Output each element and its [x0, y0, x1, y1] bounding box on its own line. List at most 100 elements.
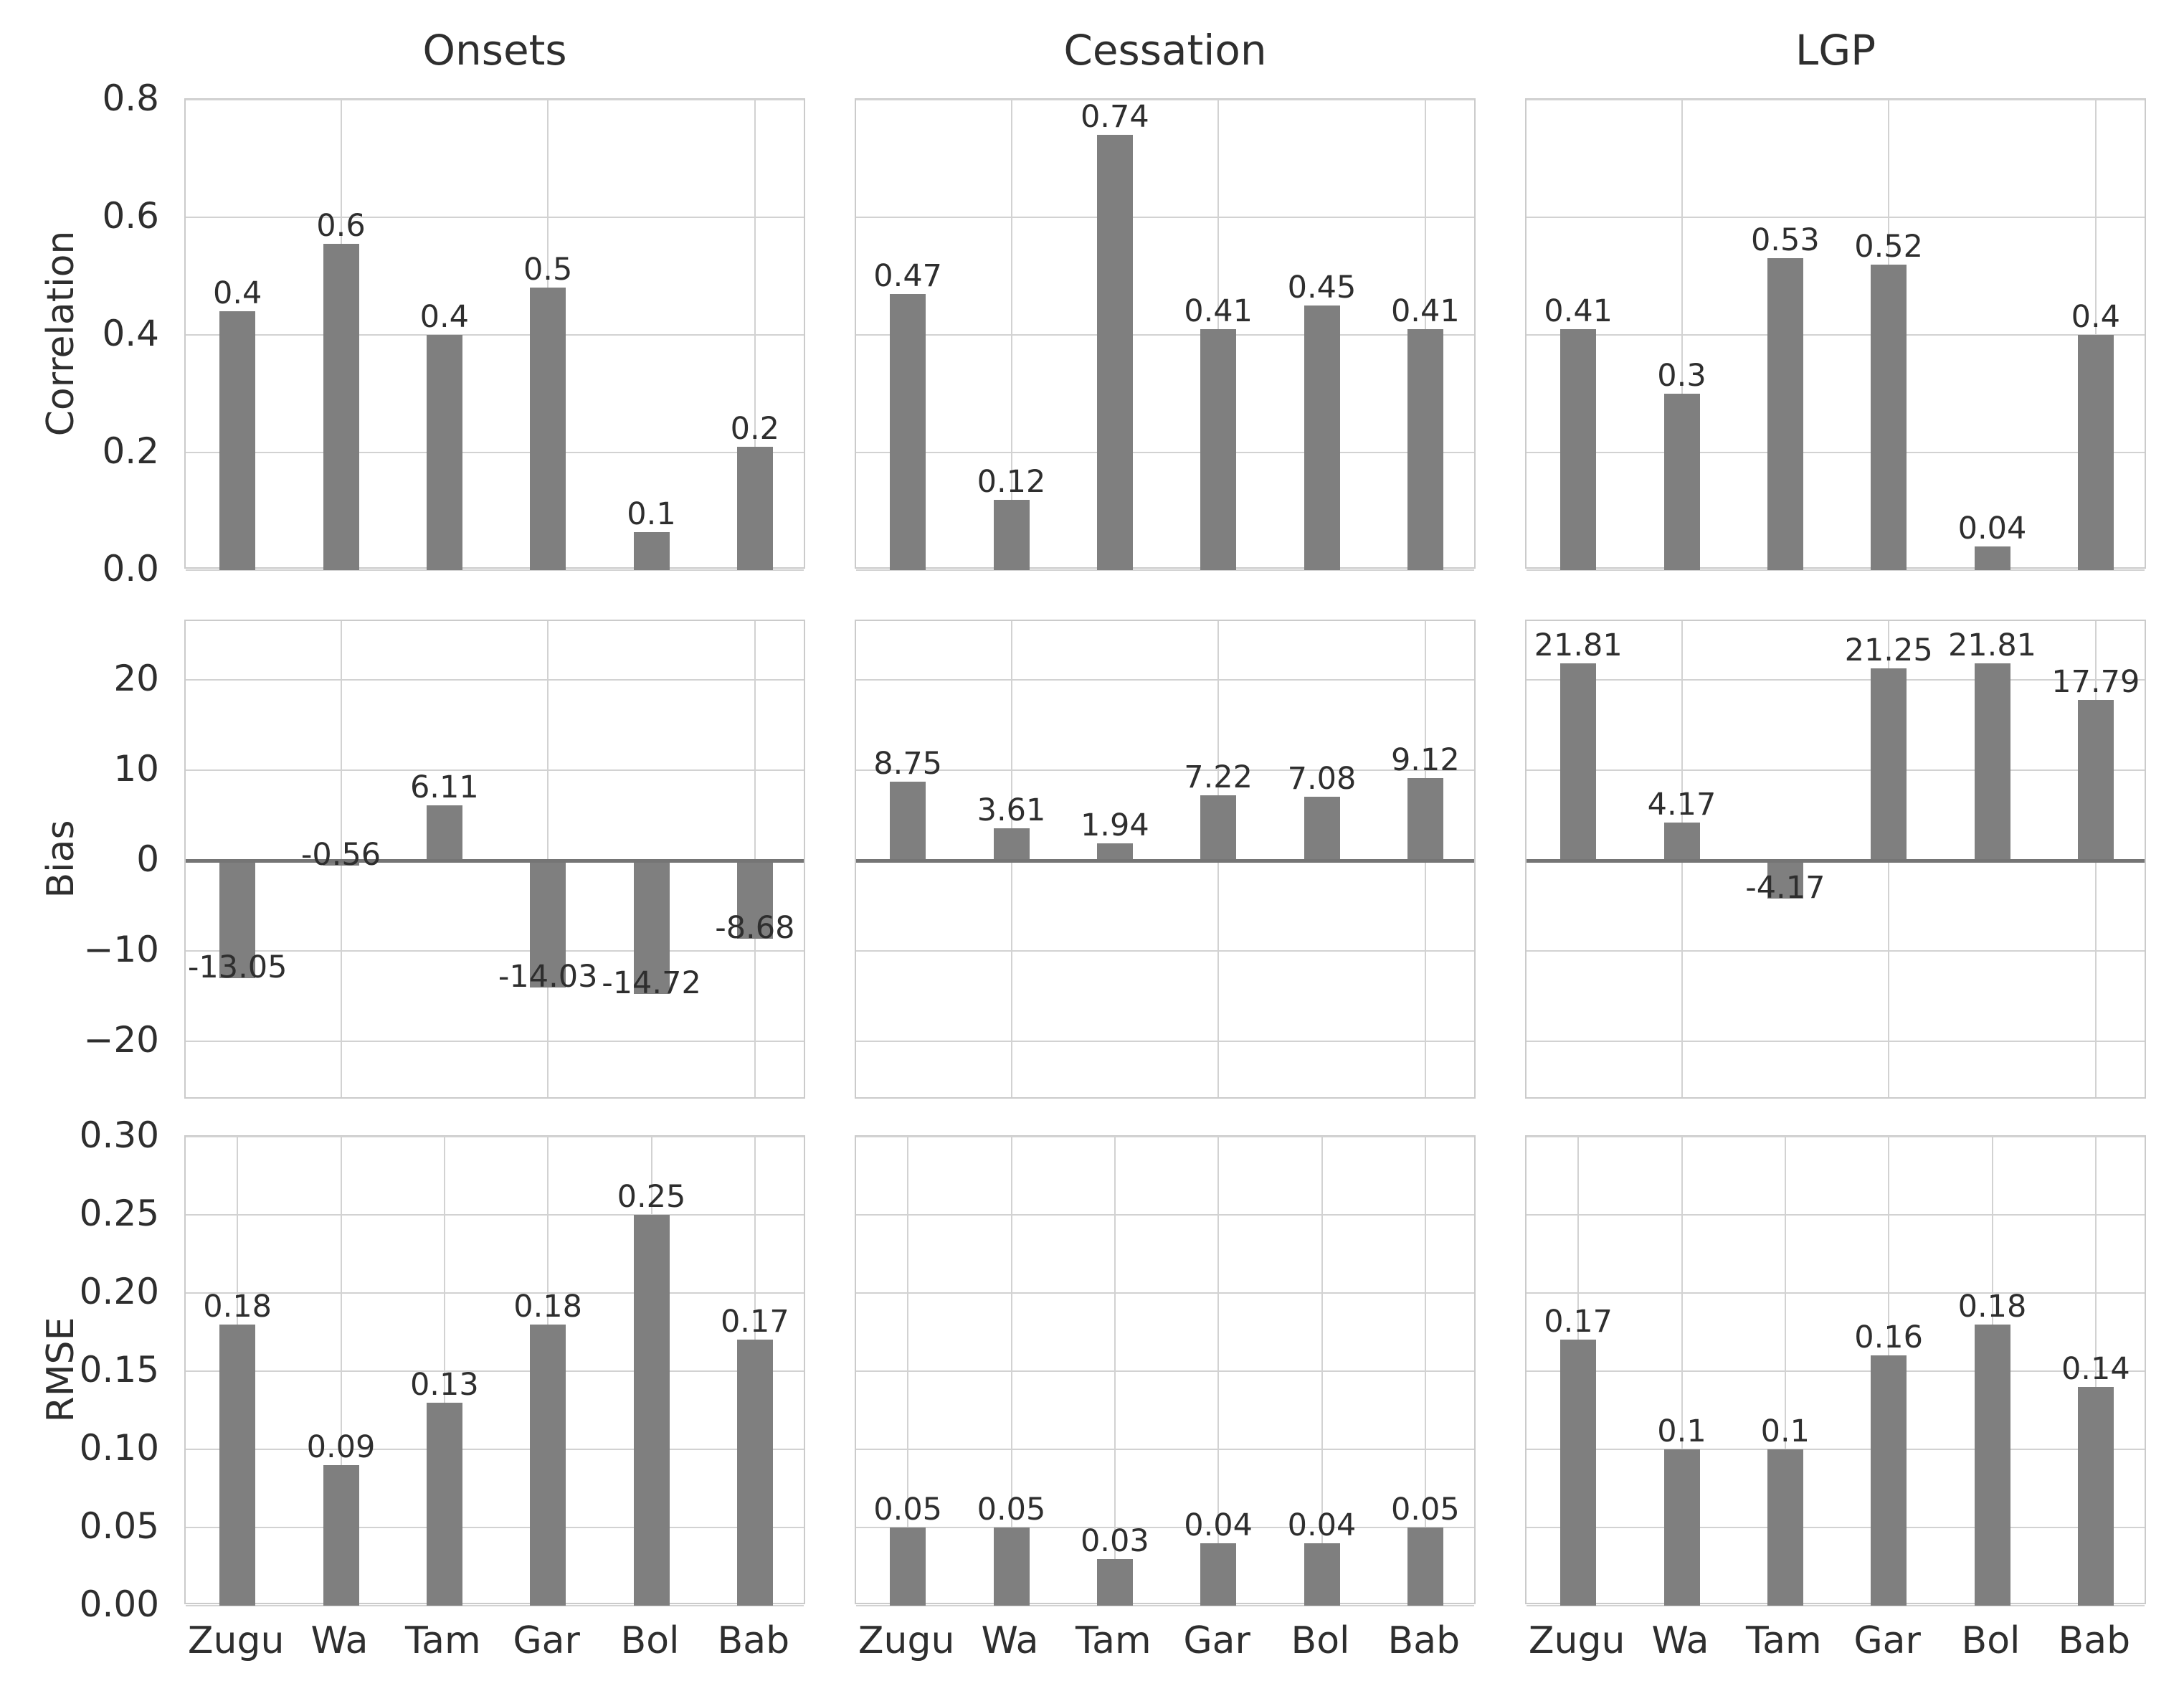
horizontal-gridline	[186, 1041, 804, 1043]
horizontal-gridline	[856, 1449, 1474, 1450]
bar-value-label: -14.03	[498, 958, 598, 995]
bar-wa	[1663, 823, 1700, 861]
bar-zugu	[890, 293, 926, 570]
bar-value-label: 0.47	[873, 257, 943, 294]
bar-gar	[1871, 1355, 1907, 1606]
bar-value-label: 0.41	[1390, 293, 1460, 329]
vertical-gridline	[1010, 100, 1012, 567]
bar-bol	[633, 861, 670, 994]
x-tick-label-wa: Wa	[981, 1619, 1039, 1662]
bar-value-label: 0.04	[1957, 511, 2027, 547]
horizontal-gridline	[856, 1292, 1474, 1294]
horizontal-gridline	[1527, 1136, 2145, 1137]
bar-value-label: 0.14	[2061, 1350, 2130, 1387]
bar-zugu	[1560, 663, 1597, 861]
bar-gar	[1200, 1543, 1237, 1606]
bar-value-label: 0.4	[419, 299, 470, 335]
x-tick-label-bol: Bol	[1961, 1619, 2021, 1662]
horizontal-gridline	[186, 569, 804, 571]
bar-wa	[1663, 394, 1700, 570]
bar-value-label: 0.12	[977, 463, 1046, 500]
bar-value-label: 0.05	[873, 1492, 943, 1527]
zero-axis-line	[856, 859, 1474, 863]
bar-tam	[1096, 1558, 1133, 1606]
vertical-gridline	[340, 1137, 342, 1603]
vertical-gridline	[754, 100, 756, 567]
horizontal-gridline	[186, 769, 804, 771]
vertical-gridline	[2094, 1137, 2097, 1603]
horizontal-gridline	[1527, 1214, 2145, 1216]
bar-value-label: 21.81	[1947, 627, 2037, 664]
horizontal-gridline	[186, 334, 804, 336]
horizontal-gridline	[1527, 569, 2145, 571]
vertical-gridline	[1010, 1137, 1012, 1603]
bar-bol	[1974, 1324, 2010, 1606]
bar-gar	[1871, 668, 1907, 861]
bar-gar	[1200, 795, 1237, 861]
bar-value-label: 0.05	[1390, 1492, 1460, 1527]
bar-tam	[1096, 135, 1133, 570]
bar-value-label: 7.08	[1287, 760, 1357, 797]
horizontal-gridline	[1527, 1370, 2145, 1372]
vertical-gridline	[907, 1137, 909, 1603]
bar-gar	[1871, 264, 1907, 570]
bar-bol	[1304, 796, 1340, 861]
bar-bol	[633, 531, 670, 570]
panel-rmse-onsets: 0.18 0.09 0.13 0.18 0.25 0.17	[184, 1135, 805, 1606]
x-tick-label-tam: Tam	[1075, 1619, 1152, 1662]
vertical-gridline	[1217, 1137, 1220, 1603]
bar-value-label: 0.1	[1760, 1413, 1810, 1449]
bar-value-label: 0.74	[1080, 99, 1149, 136]
horizontal-gridline	[1527, 1449, 2145, 1450]
bar-value-label: -4.17	[1745, 869, 1825, 906]
y-tick-label: 0.8	[102, 77, 159, 119]
bar-value-label: 0.18	[1957, 1288, 2027, 1325]
panel-correlation-cessation: 0.47 0.12 0.74 0.41 0.45 0.41	[855, 98, 1476, 571]
horizontal-gridline	[1527, 1527, 2145, 1528]
bar-value-label: 0.05	[977, 1492, 1046, 1527]
bar-value-label: 0.18	[513, 1288, 583, 1325]
horizontal-gridline	[856, 1370, 1474, 1372]
horizontal-gridline	[186, 1214, 804, 1216]
column-title-cessation: Cessation	[1063, 26, 1267, 75]
horizontal-gridline	[186, 1136, 804, 1137]
zero-axis-line	[186, 859, 804, 863]
x-tick-label-bol: Bol	[620, 1619, 680, 1662]
bar-tam	[426, 1402, 462, 1606]
bar-wa	[993, 828, 1030, 861]
bar-value-label: -8.68	[715, 910, 795, 947]
panel-rmse-lgp: 0.17 0.1 0.1 0.16 0.18 0.14	[1525, 1135, 2146, 1606]
bar-value-label: 9.12	[1390, 742, 1460, 779]
bar-value-label: 0.41	[1544, 293, 1613, 329]
bar-value-label: 0.17	[720, 1304, 789, 1340]
panel-bias-lgp: 21.81 4.17 -4.17 21.25 21.81 17.79	[1525, 620, 2146, 1099]
x-tick-label-tam: Tam	[404, 1619, 481, 1662]
y-tick-label: 0.2	[102, 430, 159, 472]
horizontal-gridline	[186, 1370, 804, 1372]
vertical-gridline	[443, 1137, 445, 1603]
bar-bab	[2077, 335, 2114, 570]
panel-bias-onsets: -13.05 -0.56 6.11 -14.03 -14.72 -8.68	[184, 620, 805, 1099]
bar-value-label: 0.03	[1080, 1522, 1149, 1559]
bar-value-label: 8.75	[873, 745, 943, 782]
y-tick-label: 10	[113, 747, 159, 790]
bar-value-label: 0.09	[306, 1429, 376, 1465]
vertical-gridline	[1114, 1137, 1116, 1603]
bar-value-label: 0.52	[1854, 228, 1924, 265]
bar-gar	[530, 861, 566, 987]
bar-value-label: 0.13	[409, 1366, 479, 1403]
bar-wa	[993, 1527, 1030, 1606]
bar-gar	[1200, 328, 1237, 570]
y-tick-label: 0.0	[102, 548, 159, 589]
horizontal-gridline	[1527, 769, 2145, 771]
bar-value-label: 3.61	[977, 792, 1046, 828]
horizontal-gridline	[1527, 1041, 2145, 1043]
x-tick-label-bol: Bol	[1291, 1619, 1350, 1662]
bar-value-label: 0.6	[316, 207, 366, 244]
bar-zugu	[890, 1527, 926, 1606]
horizontal-gridline	[186, 217, 804, 218]
bar-bab	[1407, 1527, 1443, 1606]
bar-bol	[1974, 663, 2010, 861]
horizontal-gridline	[856, 1214, 1474, 1216]
